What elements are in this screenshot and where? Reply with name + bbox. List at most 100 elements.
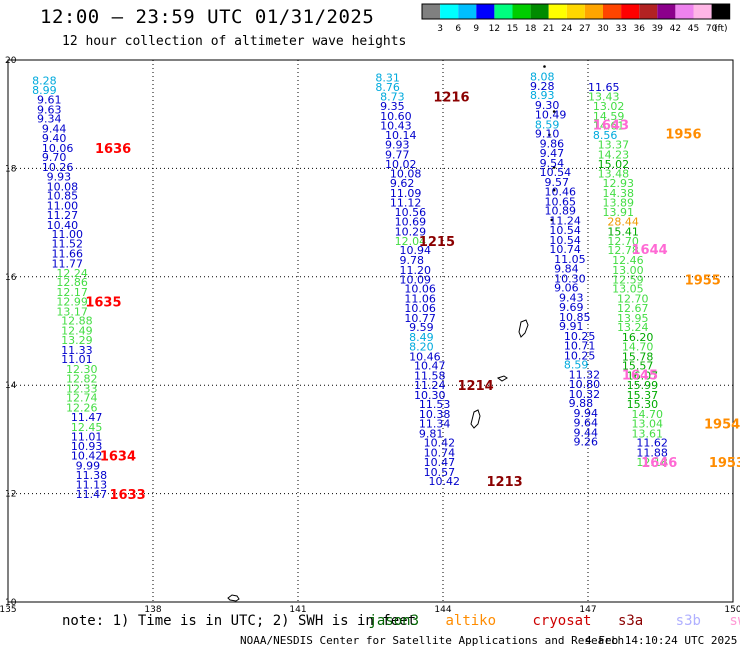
swh-value-label: 9.59 (409, 321, 434, 334)
swh-value-label: 9.64 (574, 417, 599, 430)
swh-value-label: 12.45 (71, 421, 103, 434)
colorbar-swatch (603, 4, 622, 19)
swh-value-label: 10.65 (545, 195, 577, 208)
swh-value-label: 8.56 (593, 129, 618, 142)
swh-value-label: 11.01 (71, 431, 103, 444)
swh-value-label: 10.85 (47, 190, 79, 203)
swh-value-label: 10.54 (549, 234, 581, 247)
swh-value-label: 11.33 (61, 344, 93, 357)
pass-time-label: 1955 (685, 274, 721, 289)
swh-value-label: 11.24 (414, 379, 446, 392)
colorbar-tick-label: 3 (437, 24, 443, 34)
swh-value-label: 13.04 (632, 418, 664, 431)
colorbar-tick-label: 30 (597, 24, 609, 34)
island-outline (518, 319, 529, 338)
swh-value-label: 9.28 (530, 80, 555, 93)
swh-value-label: 10.43 (380, 120, 412, 133)
pass-time-label: 1954 (704, 418, 740, 433)
pass-time-label: 1214 (458, 379, 494, 394)
swh-value-label: 11.00 (52, 228, 84, 241)
swh-value-label: 10.30 (554, 272, 586, 285)
swh-value-label: 10.32 (569, 388, 601, 401)
swh-value-label: 9.78 (400, 254, 425, 267)
swh-value-label: 9.81 (419, 427, 444, 440)
colorbar-tick-label: 27 (579, 24, 590, 34)
swh-value-label: 10.85 (559, 311, 591, 324)
map-frame (7, 59, 734, 603)
colorbar-tick-label: 45 (688, 24, 699, 34)
swh-value-label: 11.47 (76, 488, 108, 501)
swh-value-label: 12.33 (66, 382, 98, 395)
swh-value-label: 10.49 (535, 109, 567, 122)
pass-time-label: 1645 (622, 368, 658, 383)
colorbar-legend: 3 6 9 12 15 18 21 24 27 30 33 36 39 42 45 70(ft) (421, 3, 731, 34)
swh-value-label: 10.60 (380, 110, 412, 123)
swh-value-label: 9.06 (554, 282, 579, 295)
swh-value-label: 8.59 (535, 118, 560, 131)
swh-value-label: 10.89 (545, 205, 577, 218)
colorbar-tick-label: 42 (670, 24, 681, 34)
swh-value-label: 11.66 (52, 247, 84, 260)
swh-value-label: 13.43 (588, 90, 620, 103)
notes-prefix: note: 1) Time is in UTC; 2) SWH is in fe… (62, 613, 417, 629)
swh-value-label: 11.00 (47, 199, 79, 212)
swh-value-label: 11.06 (404, 292, 436, 305)
colorbar-tick-label: 15 (507, 24, 518, 34)
swh-value-label: 10.74 (549, 243, 581, 256)
island-marker (550, 218, 554, 222)
latitude-tick-label: 20 (5, 56, 17, 66)
swh-value-label: 14.59 (593, 110, 625, 123)
colorbar-unit: (ft) (714, 24, 728, 34)
colorbar-swatch (548, 4, 567, 19)
colorbar-tick-label: 18 (525, 24, 537, 34)
colorbar-swatch (458, 4, 477, 19)
island-marker (552, 110, 556, 113)
colorbar-tick-label: 70 (706, 24, 718, 34)
swh-value-label: 11.13 (76, 478, 108, 491)
swh-value-label: 8.08 (530, 70, 555, 83)
swh-value-label: 8.20 (409, 341, 434, 354)
swh-value-label: 10.30 (414, 389, 446, 402)
swh-value-label: 11.58 (414, 369, 446, 382)
swh-value-label: 8.28 (32, 75, 57, 88)
swh-value-label: 10.56 (395, 206, 427, 219)
swh-value-label: 11.53 (419, 398, 451, 411)
swh-value-label: 10.47 (414, 360, 446, 373)
swh-value-label: 12.49 (61, 324, 93, 337)
map-title: 12:00 – 23:59 UTC 01/31/2025 (40, 6, 375, 28)
longitude-tick-label: 150 (724, 605, 740, 615)
swh-value-label: 12.24 (56, 267, 87, 280)
colorbar-tick-label: 21 (543, 24, 554, 34)
island-marker (552, 188, 556, 192)
swh-value-label: 11.52 (52, 238, 84, 251)
swh-value-label: 16.07 (627, 369, 659, 382)
swh-value-label: 11.20 (400, 264, 432, 277)
swh-value-label: 11.09 (390, 187, 422, 200)
swh-value-label: 11.01 (61, 353, 93, 366)
colorbar-swatch (422, 4, 441, 19)
swh-value-label: 12.70 (607, 235, 639, 248)
notes-line: note: 1) Time is in UTC; 2) SWH is in fe… (62, 613, 740, 629)
swh-value-label: 12.18 (636, 456, 668, 469)
swh-value-label: 10.25 (564, 349, 596, 362)
swh-value-label: 10.06 (404, 302, 436, 315)
pass-time-label: 1635 (85, 296, 121, 311)
swh-value-label: 12.04 (395, 235, 427, 248)
swh-value-label: 8.59 (564, 359, 589, 372)
swh-value-label: 11.27 (47, 209, 79, 222)
longitude-tick-label: 147 (579, 605, 596, 615)
swh-value-label: 9.57 (545, 176, 570, 189)
pass-time-label: 1634 (100, 450, 136, 465)
swh-value-label: 10.54 (540, 166, 572, 179)
island-marker (548, 133, 551, 137)
swh-value-label: 13.61 (632, 427, 664, 440)
swh-value-label: 10.29 (395, 225, 427, 238)
swh-value-label: 15.30 (627, 398, 659, 411)
pass-time-label: 1953 (709, 456, 740, 471)
swh-value-label: 9.43 (559, 291, 584, 304)
swh-value-label: 15.41 (607, 225, 639, 238)
swh-value-label: 14.38 (603, 187, 635, 200)
swh-value-label: 13.00 (612, 264, 644, 277)
pass-time-label: 1633 (110, 488, 146, 503)
colorbar-swatch (675, 4, 694, 19)
